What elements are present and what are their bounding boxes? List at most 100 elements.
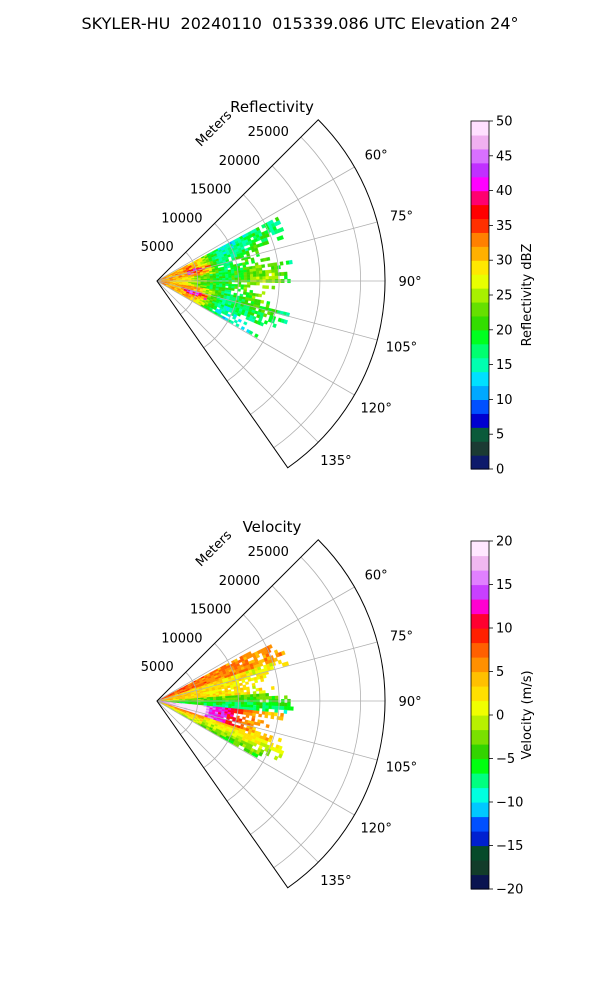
radar-cell (231, 283, 235, 287)
radar-cell (223, 715, 228, 719)
radar-cell (216, 698, 220, 701)
radar-cell (240, 704, 245, 708)
radar-cell (262, 270, 266, 274)
colorbar-segment (471, 260, 489, 275)
radar-cell (271, 269, 275, 274)
colorbar-segment (471, 343, 489, 359)
radar-cell (251, 260, 256, 264)
radar-cell (252, 707, 257, 711)
radar-cell (243, 692, 248, 696)
radial-axis-label: Meters (193, 108, 235, 150)
azimuth-tick-label: 105° (386, 341, 417, 356)
radar-cell (259, 321, 265, 327)
radar-cell (246, 689, 251, 693)
sector-outline (156, 539, 386, 889)
radar-cell (203, 278, 208, 281)
radar-cell (228, 693, 232, 697)
range-ring (273, 136, 361, 449)
colorbar-label: Reflectivity dBZ (520, 244, 535, 347)
radar-cell (274, 695, 279, 700)
colorbar-tick-label: −20 (496, 883, 523, 898)
colorbar-segment (471, 134, 489, 150)
colorbar-segment (471, 121, 489, 136)
colorbar-segment (471, 162, 489, 178)
radar-cell (283, 706, 288, 711)
radar-cell (274, 705, 279, 710)
radar-cell (219, 696, 223, 699)
sector-outline (156, 119, 386, 469)
radar-cell (239, 711, 244, 715)
radar-cell (264, 711, 269, 716)
radar-cell (250, 702, 254, 706)
reflectivity-panel: 60° 75° 90° 105° 120° 135° 5000 10000 15000 20000… (141, 98, 535, 478)
radar-cell (246, 702, 251, 706)
colorbar-segment (471, 232, 489, 247)
radar-cell (268, 705, 273, 710)
radar-cell (271, 705, 276, 710)
radar-cell (235, 323, 240, 328)
colorbar-tick-label: 30 (496, 254, 513, 269)
radar-cell (212, 698, 217, 701)
radar-cell (225, 283, 229, 287)
radar-cell (234, 701, 239, 705)
radar-cell (222, 701, 226, 705)
radar-cell (273, 262, 278, 267)
radar-cell (231, 273, 235, 276)
colorbar-segment (471, 357, 489, 373)
radar-cell (216, 278, 220, 281)
radar-cell (267, 711, 272, 716)
radar-cell (262, 273, 266, 277)
radar-cell (226, 265, 231, 269)
radar-cell (234, 692, 238, 696)
azimuth-gridline (156, 641, 378, 702)
colorbar-segment (471, 584, 489, 600)
radar-cell (262, 702, 266, 706)
radar-cell (206, 278, 211, 281)
colorbar-tick-label: 10 (496, 393, 513, 408)
radar-cell (234, 284, 239, 287)
colorbar-segment (471, 148, 489, 164)
colorbar-segment (471, 700, 489, 716)
radial-tick-label: 10000 (161, 211, 202, 226)
radar-cell (231, 701, 235, 705)
radar-data-field (157, 644, 294, 761)
radar-cell (249, 271, 254, 275)
colorbar-segment (471, 744, 489, 760)
radar-cell (240, 702, 245, 705)
radar-cell (197, 279, 201, 281)
radar-cell (256, 693, 260, 697)
azimuth-tick-label: 60° (365, 148, 388, 163)
radar-cell (273, 265, 278, 270)
radar-cell (262, 285, 266, 289)
radar-cell (245, 261, 249, 265)
radar-data-field (157, 216, 293, 338)
radial-tick-label: 25000 (248, 125, 289, 140)
radar-cell (228, 275, 232, 279)
range-ring (226, 194, 280, 382)
radar-cell (233, 319, 239, 324)
radar-cell (219, 278, 223, 281)
radar-cell (206, 698, 211, 701)
azimuth-gridline (156, 700, 319, 863)
radar-cell (222, 277, 226, 281)
radar-cell (270, 266, 275, 270)
radar-cell (274, 709, 279, 713)
colorbar-segment (471, 315, 489, 331)
radar-cell (253, 702, 257, 706)
radar-cell (219, 701, 223, 704)
radar-cell (253, 693, 257, 698)
range-ring (203, 643, 239, 769)
radar-cell (277, 737, 283, 743)
radar-cell (215, 696, 220, 699)
radar-cell (228, 695, 232, 699)
colorbar-tick-label: −15 (496, 839, 523, 854)
radar-cell (259, 696, 263, 700)
radar-cell (245, 681, 249, 685)
radial-tick-label: 5000 (141, 660, 174, 675)
radar-cell (245, 714, 250, 719)
radar-cell (258, 751, 263, 757)
colorbar-segment (471, 385, 489, 400)
radar-cell (273, 755, 279, 761)
range-ring (203, 223, 239, 349)
